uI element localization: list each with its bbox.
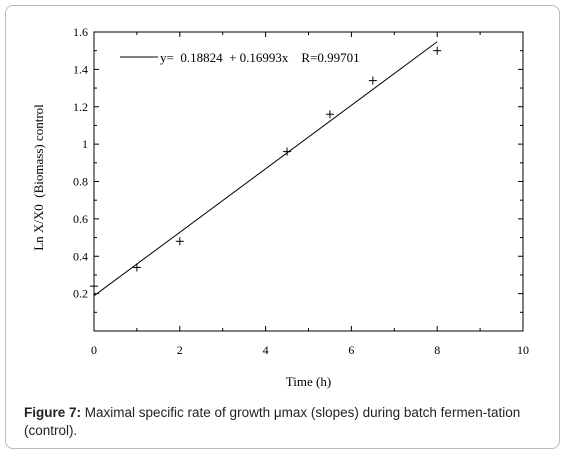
scatter-chart: 0 2 4 6 8 10 0.2 0.4 0.6 0.8 1 1.2 1.4 1.6 y= 0.18824…	[31, 25, 529, 389]
caption-text: Maximal specific rate of growth μmax (sl…	[24, 405, 521, 438]
x-tick-label: 10	[517, 343, 529, 357]
regression-line	[93, 41, 438, 297]
x-tick-label: 4	[263, 343, 269, 357]
y-tick-label: 1.6	[73, 25, 88, 39]
data-point	[368, 76, 377, 85]
data-point	[132, 263, 141, 272]
y-axis-title: Ln X/X0 (Biomass) control	[31, 104, 46, 251]
data-point	[433, 46, 442, 55]
data-point	[175, 237, 184, 246]
y-tick-label: 0.8	[73, 175, 88, 189]
regression-equation: y= 0.18824 + 0.16993x R=0.99701	[160, 50, 360, 65]
x-tick-label: 8	[434, 343, 440, 357]
y-tick-label: 0.6	[73, 212, 88, 226]
y-tick-label: 1	[82, 137, 88, 151]
data-point	[283, 147, 292, 156]
tick-labels: 0 2 4 6 8 10 0.2 0.4 0.6 0.8 1 1.2 1.4 1.6	[73, 25, 529, 357]
data-point	[325, 110, 334, 119]
data-point	[90, 282, 98, 291]
y-tick-label: 0.2	[73, 287, 88, 301]
plot-area	[93, 31, 524, 332]
figure-caption: Figure 7: Maximal specific rate of growt…	[24, 404, 544, 440]
y-tick-label: 1.2	[73, 100, 88, 114]
x-tick-label: 6	[348, 343, 354, 357]
y-tick-label: 0.4	[73, 249, 88, 263]
x-axis-title: Time (h)	[286, 374, 331, 389]
caption-label: Figure 7:	[24, 405, 82, 420]
x-tick-label: 2	[177, 343, 183, 357]
x-tick-label: 0	[91, 343, 97, 357]
y-tick-label: 1.4	[73, 62, 88, 76]
data-points	[90, 46, 442, 291]
axis-ticks	[93, 31, 524, 331]
figure-frame	[5, 5, 560, 449]
